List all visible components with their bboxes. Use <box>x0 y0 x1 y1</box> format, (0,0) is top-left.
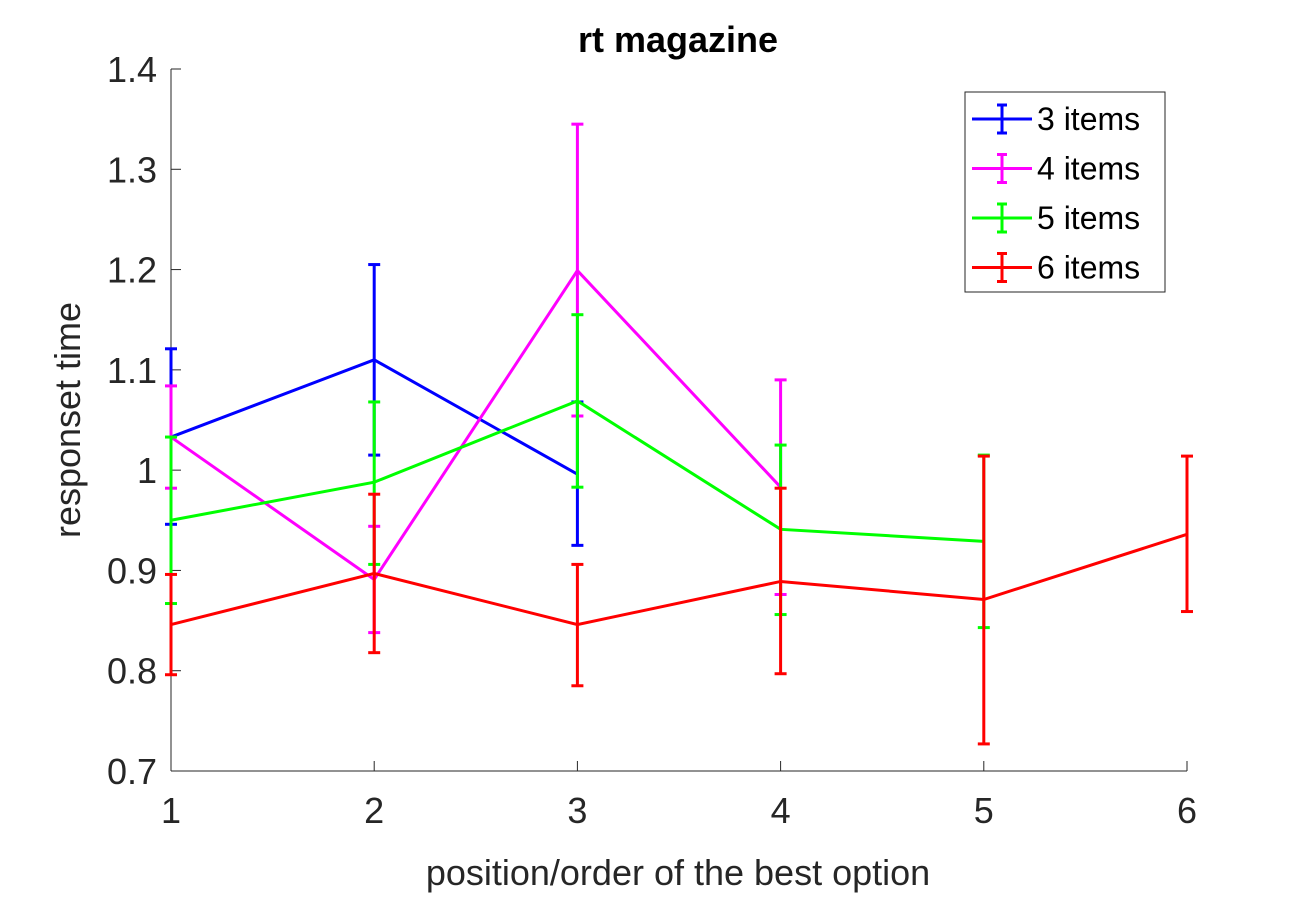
legend-item: 6 items <box>972 250 1140 286</box>
y-tick-label: 1.3 <box>107 149 157 190</box>
x-tick-label: 3 <box>567 790 587 831</box>
series-4 <box>165 454 1193 746</box>
legend-item: 3 items <box>972 101 1140 137</box>
legend-box <box>964 91 1166 293</box>
series-layer <box>165 122 1193 746</box>
legend-item: 4 items <box>972 151 1140 187</box>
legend-item: 5 items <box>972 200 1140 236</box>
x-axis-label: position/order of the best option <box>426 852 930 893</box>
chart-title: rt magazine <box>578 19 778 60</box>
legend-label: 4 items <box>1037 151 1140 187</box>
y-axis-label: responset time <box>47 302 88 538</box>
y-tick-label: 0.8 <box>107 651 157 692</box>
legend-label: 5 items <box>1037 200 1140 236</box>
series-line <box>170 268 782 582</box>
axes: 1 2 3 4 5 6 0.7 0.8 0.9 1 1.1 1.2 1.3 1.4 <box>107 49 1197 831</box>
y-tick-label: 1 <box>137 450 157 491</box>
legend-label: 6 items <box>1037 250 1140 286</box>
x-tick-label: 2 <box>364 790 384 831</box>
x-tick-label: 4 <box>771 790 791 831</box>
series-line <box>170 532 1188 627</box>
x-tick-label: 6 <box>1177 790 1197 831</box>
y-tick-label: 1.2 <box>107 250 157 291</box>
y-tick-label: 0.7 <box>107 751 157 792</box>
y-tick-label: 0.9 <box>107 550 157 591</box>
legend: 3 items 4 items 5 items 6 items <box>964 91 1166 293</box>
y-tick-label: 1.4 <box>107 49 157 90</box>
legend-label: 3 items <box>1037 101 1140 137</box>
y-tick-label: 1.1 <box>107 350 157 391</box>
x-tick-label: 5 <box>974 790 994 831</box>
x-tick-label: 1 <box>161 790 181 831</box>
